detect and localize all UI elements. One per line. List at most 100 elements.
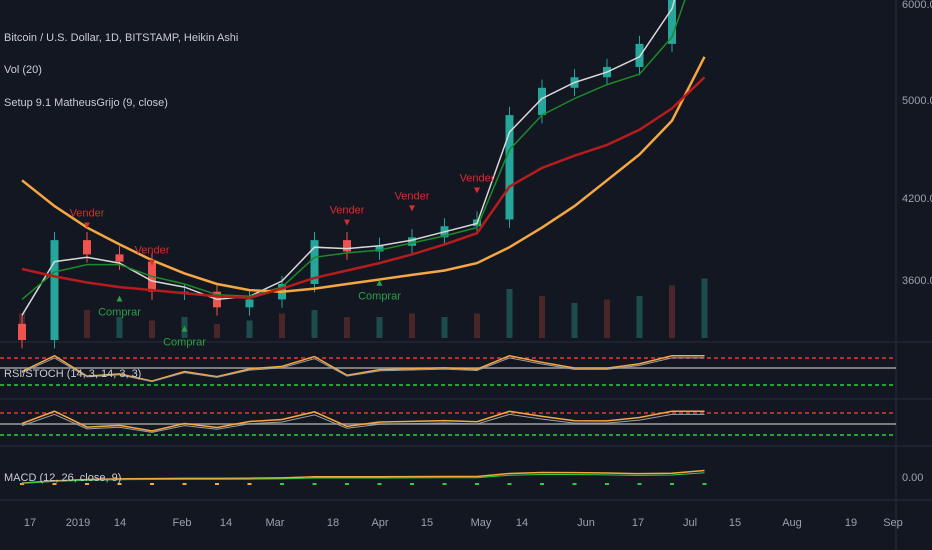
volume-bar [409,313,415,338]
candle-body [505,115,514,220]
volume-bar [84,310,90,338]
volume-bar [669,285,675,338]
candle-body [343,240,351,252]
volume-bar [474,313,480,338]
macd-histogram-bar [442,483,447,485]
candle-body [245,299,254,308]
macd-line [21,469,705,484]
time-tick: Sep [883,517,903,529]
time-tick: 17 [632,517,644,529]
macd-histogram-bar [507,483,512,485]
legend-vol: Vol (20) [4,64,42,76]
time-tick: Jun [577,517,595,529]
stoch-d-line [21,413,705,433]
sell-arrow [84,222,90,229]
trade-signals: Vender Vender Comprar Comprar Vender Vender Co… [70,173,495,349]
macd-histogram-bar [20,483,24,485]
macd-histogram-bar [345,483,349,485]
stoch-k-line [21,410,705,432]
legend-main: Bitcoin / U.S. Dollar, 1D, BITSTAMP, Hei… [4,32,238,44]
price-tick: 4200.00 [902,193,932,205]
volume-bar [246,320,253,338]
candle-body [668,0,676,44]
macd-histogram-bar [475,483,479,485]
macd-histogram-bar [377,483,382,485]
price-tick: 3600.00 [902,275,932,287]
price-axis: 6000.00 5000.00 4200.00 3600.00 0.00 [902,0,932,484]
rsi-line [21,354,705,382]
macd-histogram-bar [117,483,122,485]
volume-bar [344,317,350,338]
buy-arrow [116,295,123,302]
macd-histogram-bar [702,483,707,485]
time-tick: 19 [845,517,857,529]
candle-body [115,254,124,262]
volume-bar [441,317,448,338]
volume-bar [311,310,318,338]
volume-bar [116,317,123,338]
buy-arrow [376,279,383,286]
macd-histogram-bar [280,483,284,485]
macd-histogram-bar [312,483,317,485]
ma-line-3 [21,56,706,293]
legend-rsi: RSI/STOCH (14, 3, 14, 3, 3) [4,368,141,380]
time-tick: 14 [220,517,232,529]
macd-histogram-bar [410,483,414,485]
time-tick: Aug [782,517,802,529]
volume-bar [539,296,545,338]
sell-label: Vender [330,205,365,217]
time-tick: 15 [729,517,741,529]
time-tick: Jul [683,517,697,529]
candle-body [408,237,416,246]
volume-bar [604,299,610,338]
volume-bar [214,324,220,338]
macd-signal-line [21,472,705,484]
macd-histogram-bar [150,483,154,485]
volume-bar [636,296,643,338]
buy-label: Comprar [98,307,141,319]
candle-body [50,240,59,341]
sell-arrow [344,219,350,226]
macd-histogram-bar [637,483,642,485]
ma-line-4 [21,76,706,300]
buy-arrow [181,325,188,332]
candle-body [635,43,644,67]
sell-label: Vender [135,245,170,257]
sell-label: Vender [70,207,105,219]
macd-histogram-bar [182,483,187,485]
stoch-panel [0,410,896,436]
sell-arrow [474,187,480,194]
volume-bar [279,313,285,338]
candle-body [310,240,319,284]
macd-histogram-bar [85,483,89,485]
ma-line-2 [21,0,686,300]
time-tick: Apr [371,517,388,529]
sell-arrow [149,259,155,266]
legend: Bitcoin / U.S. Dollar, 1D, BITSTAMP, Hei… [4,32,238,484]
candle-body [18,323,26,341]
volume-bar [149,320,155,338]
price-tick: 5000.00 [902,95,932,107]
ma-line-1 [21,0,676,316]
legend-setup: Setup 9.1 MatheusGrijo (9, close) [4,97,168,109]
sell-label: Vender [460,173,495,185]
time-tick: Mar [266,517,285,529]
buy-label: Comprar [358,291,401,303]
sell-arrow [409,205,415,212]
candle-body [538,87,546,116]
price-tick: 6000.00 [902,0,932,11]
time-tick: 15 [421,517,433,529]
volume-bar [506,289,513,338]
macd-panel [20,469,707,485]
macd-histogram-bar [670,483,674,485]
time-tick: 14 [516,517,528,529]
candle-body [375,245,384,252]
time-tick: 18 [327,517,339,529]
macd-histogram-bar [605,483,609,485]
moving-averages [21,0,706,316]
legend-macd: MACD (12, 26, close, 9) [4,472,121,484]
time-tick: 14 [114,517,126,529]
macd-histogram-bar [247,483,252,485]
time-tick: May [471,517,492,529]
